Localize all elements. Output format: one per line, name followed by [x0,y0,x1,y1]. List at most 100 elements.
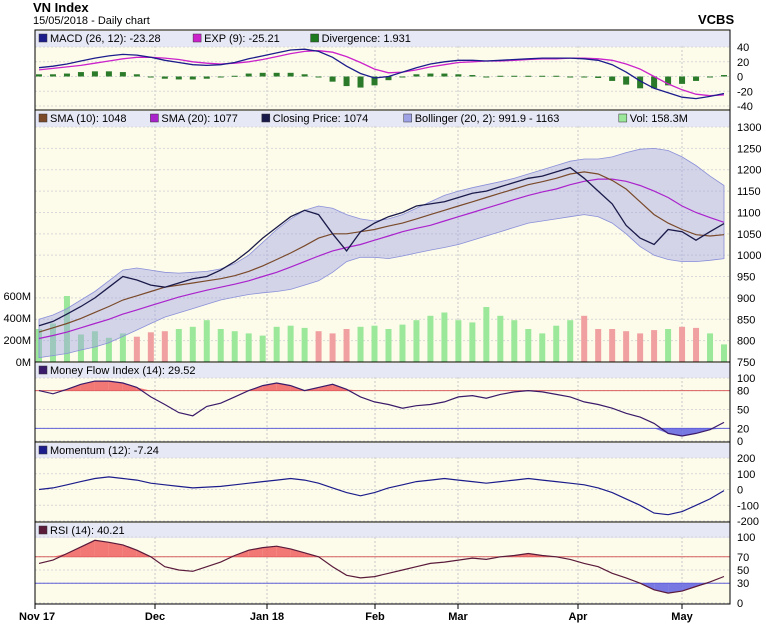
macd-divergence-bar [133,74,140,77]
macd-ytick-label: 0 [737,72,743,84]
mfi-oversold-fill [682,428,697,436]
closing-price-line [38,166,725,327]
volume-bar [259,335,266,362]
price-legend-band [35,111,730,127]
momentum-legend-swatch [38,445,48,455]
price-legend-swatch [38,113,48,123]
volume-bar [189,326,196,362]
chart-date: 15/05/2018 - Daily chart [33,15,150,27]
macd-legend-band [35,31,730,47]
macd-divergence-bar [245,73,252,77]
rsi-panel-border [34,521,731,605]
momentum-line [38,476,725,516]
macd-divergence-bar [259,72,266,77]
volume-bar [553,325,560,362]
mfi-overbought-fill [108,381,123,391]
rsi-ytick-label: 0 [737,598,743,610]
volume-bar [413,320,420,362]
volume-bar [539,333,546,362]
volume-bar [161,331,168,362]
macd-divergence-bar [175,76,182,80]
macd-divergence-bar [203,76,210,79]
x-tick-label: Mar [448,611,468,623]
rsi-oversold-fill [668,583,683,594]
macd-divergence-bar [287,72,294,77]
volume-bar [217,329,224,362]
mfi-ytick-label: 0 [737,436,743,448]
x-tick-label: Nov 17 [19,611,55,623]
macd-divergence-bar [567,76,574,78]
macd-divergence-bar [693,76,700,81]
macd-divergence-bar [399,76,406,78]
macd-divergence-bar [651,76,658,89]
macd-divergence-bar [357,76,364,88]
macd-divergence-bar [77,72,84,77]
macd-divergence-bar [441,73,448,77]
rsi-overbought-fill [262,546,277,557]
price-ytick-label: 1200 [737,165,761,177]
rsi-oversold-fill [654,583,669,594]
volume-ytick-label: 0M [16,357,31,369]
volume-bar [595,329,602,362]
volume-bar [497,315,504,362]
x-tick-label: Apr [569,611,589,623]
volume-bar [609,329,616,362]
price-legend-label: Bollinger (20, 2): 991.9 - 1163 [415,113,560,125]
macd-divergence-bar [329,76,336,82]
macd-divergence-bar [469,75,476,77]
volume-bar [651,330,658,362]
price-ytick-label: 900 [737,293,755,305]
macd-divergence-bar [315,76,322,78]
rsi-legend-swatch [38,525,48,535]
volume-bar [147,332,154,362]
volume-bar [637,333,644,362]
rsi-overbought-fill [94,540,109,557]
macd-divergence-bar [637,76,644,89]
volume-bar [63,296,70,362]
mfi-oversold-fill [668,428,683,436]
volume-bar [693,327,700,362]
volume-bar [721,344,727,362]
price-ytick-label: 850 [737,314,755,326]
volume-bar [343,329,350,362]
volume-bar [315,331,322,362]
macd-divergence-bar [119,72,126,77]
mfi-overbought-fill [94,381,109,391]
macd-divergence-bar [343,76,350,87]
macd-ytick-label: -40 [737,101,753,113]
mfi-overbought-fill [276,383,291,391]
rsi-line [38,539,725,594]
momentum-legend-band [35,443,730,458]
price-legend-label: Vol: 158.3M [630,113,688,125]
volume-bar [385,329,392,362]
sma10-line [38,171,725,333]
volume-bar [273,326,280,362]
macd-divergence-bar [721,75,727,77]
mfi-overbought-fill [122,383,137,391]
rsi-legend-band [35,523,730,538]
momentum-ytick-label: 0 [737,485,743,497]
price-ytick-label: 1300 [737,122,761,134]
mfi-overbought-fill [318,384,333,391]
rsi-overbought-fill [52,553,67,557]
volume-bar [581,315,588,362]
volume-ytick-label: 600M [3,291,31,303]
mfi-legend-swatch [38,365,48,375]
macd-divergence-bar [49,74,56,77]
price-ytick-label: 1100 [737,207,761,219]
macd-divergence-bar [497,75,504,77]
macd-divergence-bar [483,76,490,78]
volume-bar [427,315,434,362]
macd-divergence-bar [301,74,308,77]
mfi-ytick-label: 80 [737,386,749,398]
mfi-legend-band [35,363,730,378]
volume-bar [287,325,294,362]
macd-legend-swatch [192,33,202,43]
mfi-legend-label: Money Flow Index (14): 29.52 [50,365,196,377]
volume-bar [441,312,448,362]
volume-bar [567,320,574,362]
volume-bar [469,322,476,362]
chart-source: VCBS [698,12,735,27]
